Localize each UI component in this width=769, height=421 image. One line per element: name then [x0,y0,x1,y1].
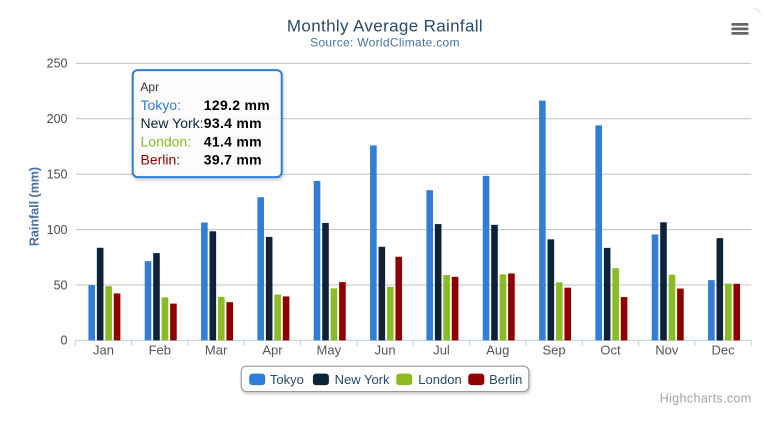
svg-text:Mar: Mar [205,342,228,357]
svg-text:Highcharts.com: Highcharts.com [660,392,752,406]
svg-text:129.2 mm: 129.2 mm [204,97,270,113]
svg-text:39.7 mm: 39.7 mm [204,151,262,167]
svg-text:Berlin:: Berlin: [141,151,181,167]
svg-text:Monthly Average Rainfall: Monthly Average Rainfall [287,17,483,36]
svg-text:London: London [418,372,461,387]
svg-text:Apr: Apr [140,80,159,94]
svg-text:100: 100 [47,223,68,237]
svg-text:Tokyo: Tokyo [270,372,304,387]
svg-text:Nov: Nov [655,342,679,357]
svg-text:93.4 mm: 93.4 mm [204,115,262,131]
svg-text:0: 0 [61,334,68,348]
svg-text:Dec: Dec [712,342,736,357]
svg-text:150: 150 [47,168,68,182]
svg-text:41.4 mm: 41.4 mm [204,133,262,149]
svg-text:Jul: Jul [433,342,450,357]
svg-text:Tokyo:: Tokyo: [141,97,181,113]
svg-text:Berlin: Berlin [489,372,522,387]
svg-text:New York: New York [335,372,390,387]
svg-text:Jun: Jun [375,342,396,357]
svg-text:250: 250 [47,57,68,71]
svg-text:Aug: Aug [486,342,509,357]
svg-text:200: 200 [47,112,68,126]
svg-text:London:: London: [141,133,192,149]
svg-text:Sep: Sep [543,342,566,357]
svg-text:Oct: Oct [600,342,621,357]
svg-text:Apr: Apr [262,342,283,357]
svg-text:Jan: Jan [93,342,114,357]
svg-text:50: 50 [54,278,68,292]
svg-text:Rainfall (mm): Rainfall (mm) [28,167,42,246]
svg-text:New York:: New York: [141,115,204,131]
svg-text:Source: WorldClimate.com: Source: WorldClimate.com [310,36,460,50]
svg-text:May: May [317,342,342,357]
svg-text:Feb: Feb [149,342,171,357]
